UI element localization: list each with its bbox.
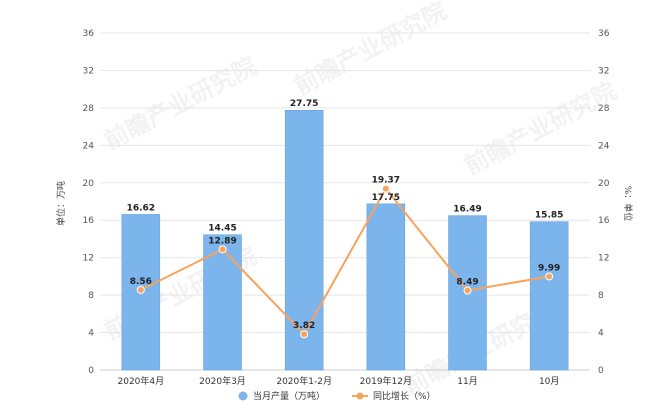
right-tick-label: 12 (598, 254, 609, 264)
legend-line-label: 同比增长（%） (373, 390, 436, 402)
left-tick-label: 8 (88, 291, 94, 301)
right-tick-label: 36 (598, 29, 610, 39)
right-tick-label: 24 (598, 141, 610, 151)
line-value-label: 9.99 (538, 263, 560, 273)
x-category-label: 2020年3月 (199, 375, 246, 387)
gridlines (100, 32, 590, 371)
left-tick-label: 36 (83, 29, 95, 39)
right-tick-label: 20 (598, 179, 610, 189)
bar (366, 203, 406, 371)
x-category-label: 2020年1-2月 (276, 375, 332, 387)
x-category-label: 2019年12月 (360, 375, 412, 387)
left-axis-ticks: 0 4 8 12 16 20 24 28 32 36 (83, 29, 95, 376)
legend-item-bar[interactable]: 当月产量（万吨） (238, 390, 326, 402)
left-tick-label: 0 (88, 366, 94, 376)
right-tick-label: 4 (598, 329, 604, 339)
right-tick-label: 32 (598, 66, 609, 76)
line-point (218, 245, 227, 254)
x-category-label: 11月 (457, 376, 477, 387)
right-tick-label: 16 (598, 216, 610, 226)
right-axis-title: %：单位 (622, 186, 634, 222)
legend-item-line[interactable]: 同比增长（%） (352, 390, 436, 402)
bar (203, 234, 242, 371)
legend[interactable]: 当月产量（万吨） 同比增长（%） (238, 390, 436, 402)
legend-bar-label: 当月产量（万吨） (253, 390, 325, 402)
line-point (545, 272, 554, 281)
left-tick-label: 32 (83, 66, 94, 76)
line-value-label: 8.56 (130, 277, 152, 287)
watermark-text: 前瞻产业研究院 (290, 0, 451, 100)
line-point (381, 184, 390, 193)
bar-value-label: 14.45 (208, 224, 236, 234)
right-tick-label: 8 (598, 291, 604, 301)
x-axis-categories: 2020年4月 2020年3月 2020年1-2月 2019年12月 11月 10月 (118, 375, 560, 387)
line-series (136, 184, 554, 339)
line-value-label: 8.49 (456, 278, 478, 288)
line-point (136, 285, 145, 294)
right-tick-label: 0 (598, 366, 604, 376)
bar-value-label: 16.49 (453, 205, 481, 215)
bar-series (121, 109, 569, 371)
data-labels: 16.62 14.45 27.75 17.75 16.49 15.85 8.56 12.89 3… (127, 99, 564, 331)
bar (529, 221, 569, 371)
left-tick-label: 16 (83, 216, 95, 226)
legend-bar-swatch (238, 391, 248, 401)
growth-line (140, 186, 550, 336)
left-tick-label: 12 (83, 254, 94, 264)
bar (284, 109, 324, 371)
watermark-text: 前瞻产业研究院 (460, 77, 621, 181)
watermark-text: 前瞻产业研究院 (100, 52, 261, 156)
legend-line-marker (356, 392, 364, 400)
right-tick-label: 28 (598, 104, 610, 114)
line-value-label: 19.37 (372, 176, 400, 186)
bar-value-label: 17.75 (372, 193, 400, 203)
x-category-label: 2020年4月 (118, 375, 165, 387)
right-axis-ticks: 0 4 8 12 16 20 24 28 32 36 (598, 29, 610, 376)
x-category-label: 10月 (539, 376, 559, 387)
left-tick-label: 28 (83, 104, 95, 114)
line-value-label: 3.82 (293, 321, 315, 331)
line-value-label: 12.89 (208, 236, 236, 246)
bar-value-label: 27.75 (290, 99, 318, 109)
left-tick-label: 20 (83, 179, 95, 189)
line-point (463, 286, 472, 295)
bar-value-label: 16.62 (127, 203, 155, 213)
left-tick-label: 24 (83, 141, 95, 151)
bar-value-label: 15.85 (535, 211, 563, 221)
left-axis-title: 单位：万吨 (55, 181, 67, 226)
line-point (300, 330, 309, 339)
left-tick-label: 4 (88, 329, 94, 339)
